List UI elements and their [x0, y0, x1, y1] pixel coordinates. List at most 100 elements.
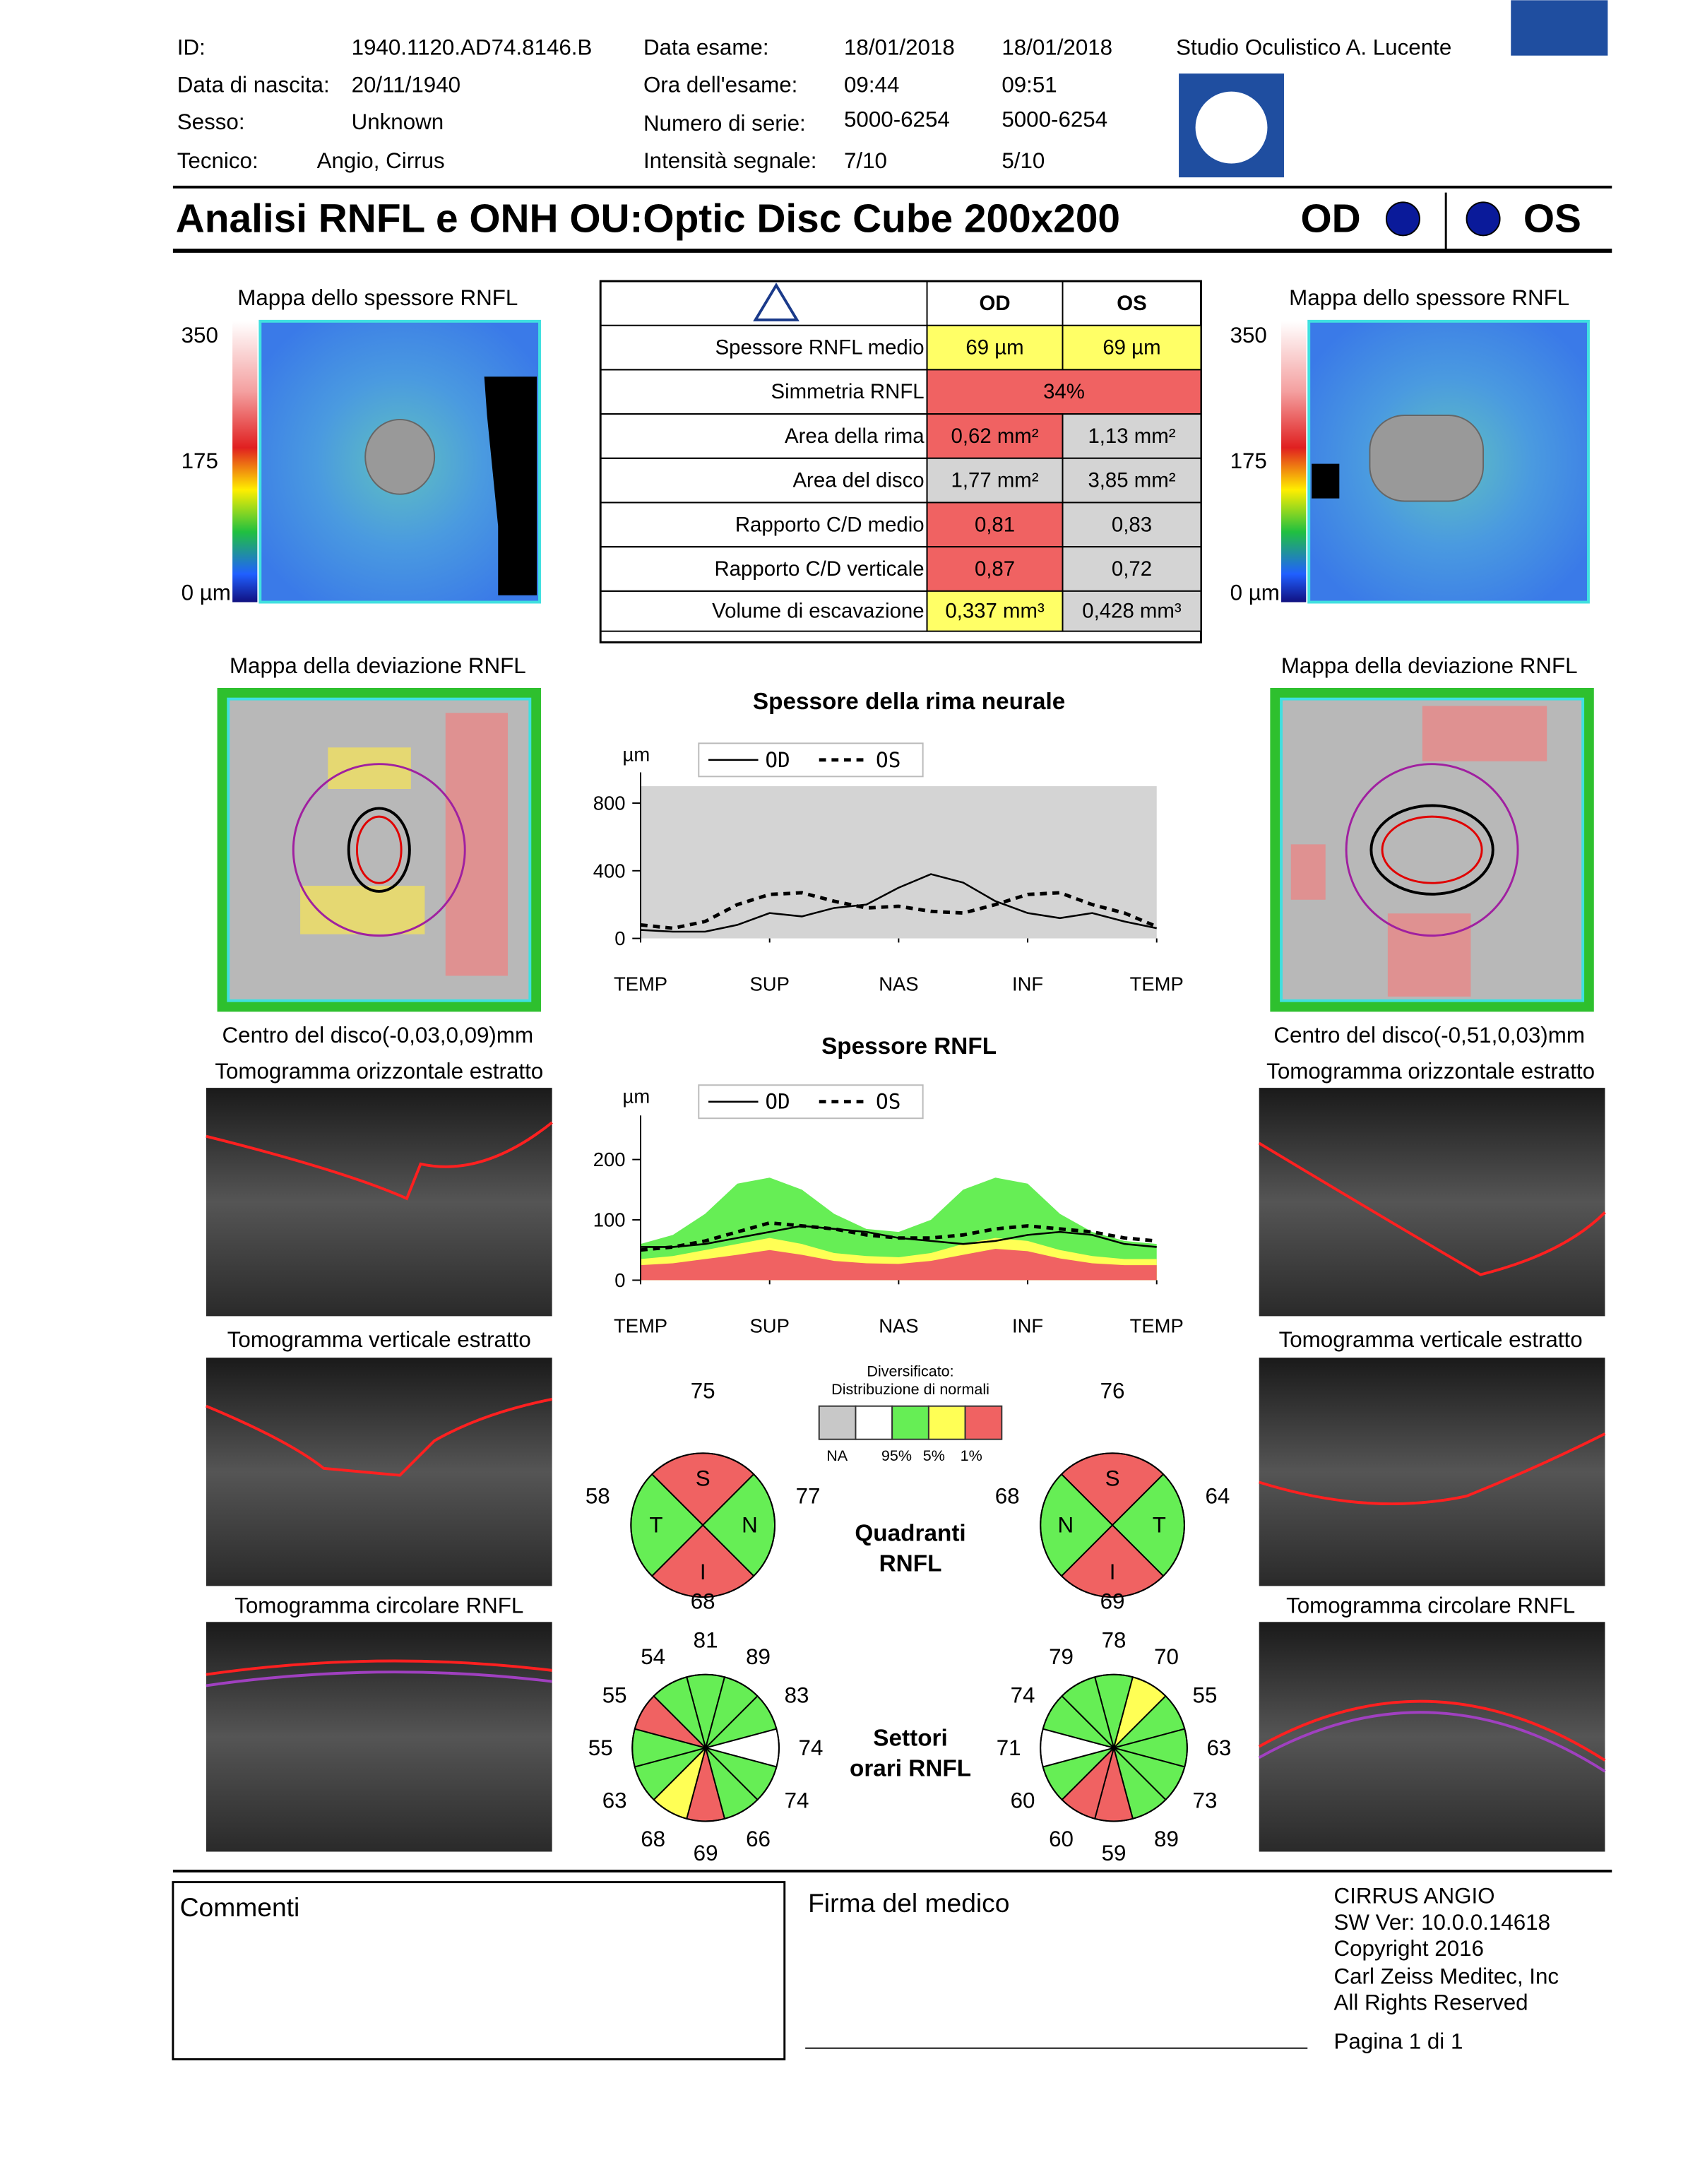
clock-value: 89 [1154, 1827, 1179, 1851]
section-title: RNFL [879, 1551, 942, 1577]
table-value: 69 µm [965, 336, 1023, 360]
value: 5000-6254 [844, 107, 950, 131]
value: 5/10 [1001, 148, 1045, 173]
deviation-area [445, 713, 508, 976]
quadrant-letter: I [1110, 1560, 1116, 1584]
quadrant-value: 69 [1100, 1589, 1125, 1613]
software: All Rights Reserved [1333, 1990, 1528, 2015]
legend-swatch [818, 1405, 857, 1440]
rnfl-boundary [1259, 1432, 1606, 1505]
table-label: Rapporto C/D medio [735, 513, 925, 536]
clock-value: 89 [746, 1644, 771, 1669]
clock-value: 60 [1049, 1827, 1074, 1851]
table-cell [600, 590, 928, 632]
deviation-area [1387, 913, 1471, 997]
clock-value: 74 [785, 1788, 809, 1813]
scan-circle [1345, 763, 1519, 937]
legend-label: OD [765, 748, 790, 772]
table-cell [926, 457, 1064, 504]
tomogram-title: Tomogramma circolare RNFL [1286, 1593, 1575, 1618]
axis-unit: µm [623, 744, 650, 766]
table-header: OD [980, 292, 1011, 315]
clock-value: 70 [1154, 1644, 1179, 1669]
scale-label: 0 µm [182, 580, 231, 605]
x-tick-label: TEMP [614, 973, 667, 995]
x-tick-label: INF [1012, 1315, 1043, 1337]
rnfl-boundary [1258, 1699, 1606, 1762]
table-value: 1,77 mm² [951, 469, 1039, 492]
clock-outline [631, 1673, 780, 1822]
map-mask [1312, 463, 1340, 499]
section-title: Settori [873, 1725, 947, 1751]
software: Copyright 2016 [1333, 1936, 1483, 1961]
eye-dot [1385, 201, 1420, 237]
x-tick-label: TEMP [614, 1315, 667, 1337]
rnfl-boundary [206, 1670, 552, 1687]
value: Angio, Cirrus [317, 148, 445, 173]
x-tick-label: TEMP [1130, 1315, 1184, 1337]
y-tick-label: 200 [593, 1149, 626, 1170]
disc-outline [1369, 804, 1494, 896]
table-header: OS [1117, 292, 1146, 315]
quadrant-letter: N [742, 1513, 758, 1538]
clock-value: 63 [1206, 1735, 1231, 1760]
legend-label: 5% [923, 1447, 945, 1464]
quadrant-letter: S [1105, 1466, 1120, 1490]
legend-label: 1% [961, 1447, 982, 1464]
section-title: Quadranti [855, 1520, 965, 1546]
legend-label: NA [826, 1447, 848, 1464]
value: 18/01/2018 [844, 35, 955, 59]
quadrant-letter: T [1153, 1513, 1166, 1538]
clinic: Studio Oculistico A. Lucente [1176, 35, 1451, 59]
label: Ora dell'esame: [643, 72, 797, 97]
table-value: 0,83 [1112, 513, 1152, 536]
value: 18/01/2018 [1001, 35, 1112, 59]
clock-value: 55 [1193, 1683, 1218, 1708]
scale-label: 0 µm [1230, 580, 1280, 605]
table-label: Rapporto C/D verticale [714, 557, 924, 581]
legend-label: 95% [881, 1447, 912, 1464]
clock-value: 63 [602, 1788, 627, 1813]
clock-value: 68 [641, 1827, 665, 1851]
y-tick-label: 400 [593, 860, 626, 882]
report-title: Analisi RNFL e ONH OU:Optic Disc Cube 20… [176, 196, 1120, 241]
software: SW Ver: 10.0.0.14618 [1333, 1910, 1550, 1935]
label: Sesso: [177, 109, 245, 134]
tomogram [206, 1358, 552, 1586]
tomogram [206, 1622, 552, 1852]
rnfl-boundary [206, 1397, 553, 1477]
table-value: 0,428 mm³ [1082, 600, 1182, 623]
tomogram [1259, 1358, 1605, 1586]
label: Tecnico: [177, 148, 258, 173]
clock-value: 73 [1193, 1788, 1218, 1813]
clock-value: 66 [746, 1827, 771, 1851]
map-title: Mappa dello spessore RNFL [1289, 285, 1569, 310]
eye-label: OS [1523, 196, 1581, 241]
chart-title: Spessore della rima neurale [753, 689, 1065, 715]
table-value: 0,87 [975, 557, 1015, 581]
value: 20/11/1940 [352, 72, 460, 97]
rnfl-boundary [1258, 1711, 1606, 1773]
table-label: Area del disco [792, 469, 924, 492]
table-value: 1,13 mm² [1088, 425, 1175, 448]
zeiss-logo [1511, 0, 1608, 56]
legend-title: Distribuzione di normali [831, 1381, 989, 1398]
page-number: Pagina 1 di 1 [1333, 2029, 1463, 2053]
chart-title: Spessore RNFL [821, 1033, 997, 1060]
table-cell [926, 502, 1064, 548]
series-line [640, 891, 1158, 930]
table-cell [1062, 457, 1202, 504]
map-title: Mappa della deviazione RNFL [230, 653, 526, 678]
legend-swatch [927, 1405, 966, 1440]
table-value: 0,62 mm² [951, 425, 1039, 448]
plot-area [641, 786, 1157, 939]
color-scale [232, 321, 258, 603]
disc-outline [347, 807, 411, 893]
table-value: 3,85 mm² [1088, 469, 1175, 492]
legend-swatch [891, 1405, 929, 1440]
scale-label: 350 [1230, 323, 1267, 348]
table-cell [1062, 546, 1202, 592]
quadrant-value: 68 [995, 1484, 1020, 1509]
label: ID: [177, 35, 206, 59]
